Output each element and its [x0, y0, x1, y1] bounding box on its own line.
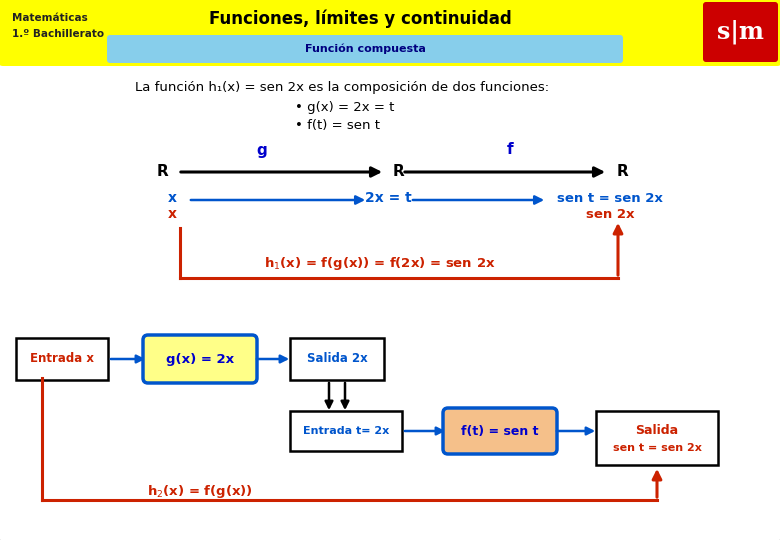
FancyBboxPatch shape: [0, 0, 780, 66]
Text: sen t = sen 2x: sen t = sen 2x: [612, 443, 701, 453]
Bar: [3, 35, 777, 61]
Text: La función h₁(x) = sen 2x es la composición de dos funciones:: La función h₁(x) = sen 2x es la composic…: [135, 82, 549, 94]
Text: • g(x) = 2x = t: • g(x) = 2x = t: [295, 102, 395, 114]
FancyBboxPatch shape: [290, 338, 384, 380]
FancyBboxPatch shape: [596, 411, 718, 465]
Text: f: f: [507, 143, 513, 158]
Text: R: R: [157, 165, 169, 179]
FancyBboxPatch shape: [290, 411, 402, 451]
FancyBboxPatch shape: [107, 35, 623, 63]
Text: 1.º Bachillerato: 1.º Bachillerato: [12, 29, 104, 39]
FancyBboxPatch shape: [703, 2, 778, 62]
Text: Entrada x: Entrada x: [30, 353, 94, 366]
FancyBboxPatch shape: [443, 408, 557, 454]
Text: h$_2$(x) = f(g(x)): h$_2$(x) = f(g(x)): [147, 483, 253, 501]
Text: Entrada t= 2x: Entrada t= 2x: [303, 426, 389, 436]
Text: Funciones, límites y continuidad: Funciones, límites y continuidad: [208, 10, 512, 28]
Text: Función compuesta: Función compuesta: [304, 44, 425, 54]
Text: x: x: [168, 207, 176, 221]
Text: Salida 2x: Salida 2x: [307, 353, 367, 366]
Text: • f(t) = sen t: • f(t) = sen t: [295, 119, 380, 132]
Text: R: R: [616, 165, 628, 179]
Text: h$_1$(x) = f(g(x)) = f(2x) = sen 2x: h$_1$(x) = f(g(x)) = f(2x) = sen 2x: [264, 255, 496, 273]
FancyBboxPatch shape: [143, 335, 257, 383]
Text: x: x: [168, 191, 176, 205]
FancyBboxPatch shape: [16, 338, 108, 380]
Text: R: R: [392, 165, 404, 179]
Text: 2x = t: 2x = t: [364, 191, 411, 205]
Text: sen 2x: sen 2x: [586, 207, 634, 220]
Text: sen t = sen 2x: sen t = sen 2x: [557, 192, 663, 205]
Text: s|m: s|m: [717, 20, 764, 44]
Text: Matemáticas: Matemáticas: [12, 13, 87, 23]
Text: Salida: Salida: [636, 423, 679, 436]
Text: f(t) = sen t: f(t) = sen t: [461, 424, 539, 437]
Text: g(x) = 2x: g(x) = 2x: [166, 353, 234, 366]
Text: g: g: [257, 143, 268, 158]
